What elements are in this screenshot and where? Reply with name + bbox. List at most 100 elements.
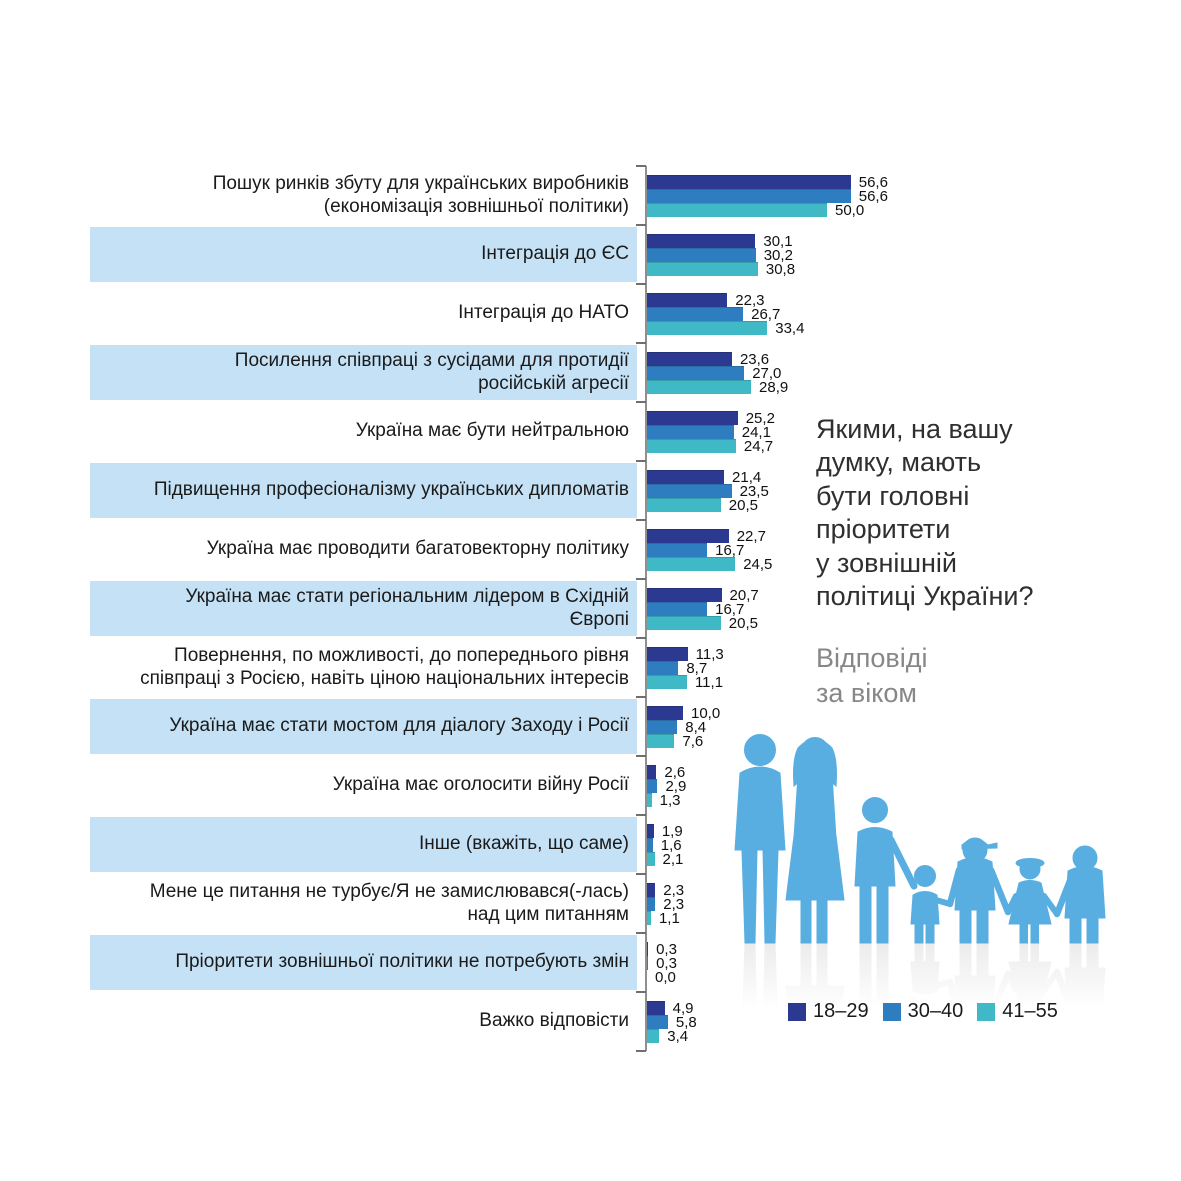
age-legend: 18–29 30–40 41–55 [788, 1000, 1072, 1023]
value-label: 1,6 [660, 836, 682, 854]
value-label: 22,7 [736, 527, 766, 545]
value-label: 56,6 [858, 173, 888, 191]
bar-group: 56,6 56,6 50,0 [647, 173, 888, 219]
bar-line: 26,7 [647, 305, 804, 323]
value-label: 22,3 [735, 291, 765, 309]
bar-30–40 [647, 307, 744, 321]
bar-line: 22,7 [647, 527, 772, 545]
bar-group: 10,0 8,4 7,6 [647, 705, 720, 750]
bar-line: 22,3 [647, 291, 804, 309]
category-label: Підвищення професіоналізму українських д… [153, 479, 629, 501]
axis-tick [636, 519, 646, 521]
bar-line: 30,1 [647, 232, 795, 250]
chart-row: Україна має проводити багатовекторну пол… [90, 520, 1100, 579]
bar-41–55 [647, 557, 736, 571]
bar-group: 11,3 8,7 11,1 [647, 646, 724, 691]
bar-group: 20,7 16,7 20,5 [647, 587, 759, 632]
value-label: 28,9 [759, 378, 789, 396]
value-label: 8,7 [686, 659, 708, 677]
bar-line: 24,1 [647, 424, 775, 441]
value-label: 33,4 [775, 319, 805, 337]
row-highlight-band [90, 935, 637, 990]
bar-41–55 [647, 911, 651, 925]
bar-18–29 [647, 352, 732, 366]
bar-30–40 [647, 484, 732, 498]
value-label: 25,2 [745, 409, 775, 427]
bar-30–40 [647, 779, 658, 793]
category-label: Інтеграція до ЄС [481, 243, 629, 265]
legend-item: 18–29 [788, 1000, 869, 1023]
row-highlight-band [90, 581, 637, 636]
category-label: Україна має бути нейтральною [355, 420, 629, 442]
bar-line: 24,5 [647, 556, 772, 573]
chart-row: Інтеграція до ЄС 30,1 30,2 30,8 [90, 225, 1100, 284]
bar-line: 23,6 [647, 350, 788, 368]
bar-line: 4,9 [647, 1000, 697, 1017]
bar-18–29 [647, 588, 722, 602]
category-label: Інтеграція до НАТО [458, 302, 629, 324]
bar-30–40 [647, 720, 678, 734]
bar-line: 24,7 [647, 437, 775, 455]
bar-line: 5,8 [647, 1014, 697, 1031]
legend-label: 41–55 [1002, 1000, 1058, 1022]
bar-group: 23,6 27,0 28,9 [647, 350, 789, 396]
bar-41–55 [647, 498, 721, 512]
axis-tick [636, 755, 646, 757]
bar-18–29 [647, 234, 756, 248]
axis-tick [636, 460, 646, 462]
bar-18–29 [647, 706, 683, 720]
bar-group: 2,6 2,9 1,3 [647, 764, 686, 809]
bar-line: 2,6 [647, 764, 686, 781]
bar-line: 0,3 [647, 941, 677, 958]
bar-30–40 [647, 897, 656, 911]
category-label: Україна має проводити багатовекторну пол… [206, 538, 629, 560]
category-label: Україна має стати регіональним лідером в… [185, 586, 629, 630]
bar-line: 10,0 [647, 705, 720, 722]
bar-group: 25,2 24,1 24,7 [647, 409, 775, 455]
category-label: Пріоритети зовнішньої політики не потреб… [175, 951, 629, 973]
bar-41–55 [647, 675, 687, 689]
bar-line: 0,0 [647, 968, 677, 986]
chart-row: Пошук ринків збуту для українських вироб… [90, 166, 1100, 225]
value-label: 0,0 [655, 968, 676, 986]
bar-41–55 [647, 380, 752, 394]
legend-swatch [882, 1002, 901, 1021]
axis-tick [636, 991, 646, 993]
value-label: 23,6 [739, 350, 770, 368]
bar-41–55 [647, 262, 758, 276]
value-label: 26,7 [751, 305, 781, 323]
value-label: 30,2 [763, 246, 793, 264]
category-label: Повернення, по можливості, до попередньо… [140, 645, 629, 689]
bar-line: 1,3 [647, 792, 686, 809]
bar-line: 16,7 [647, 601, 759, 618]
bar-line: 20,7 [647, 587, 759, 604]
bar-18–29 [647, 1001, 665, 1015]
bar-line: 20,5 [647, 615, 759, 632]
bar-18–29 [647, 765, 657, 779]
bar-18–29 [647, 470, 725, 484]
chart-row: Інше (вкажіть, що саме) 1,9 1,6 2,1 [90, 815, 1100, 874]
value-label: 30,1 [763, 232, 793, 250]
row-highlight-band [90, 463, 637, 518]
bar-30–40 [647, 602, 708, 616]
bar-30–40 [647, 248, 756, 262]
bar-line: 2,3 [647, 882, 684, 899]
value-label: 20,5 [728, 496, 758, 514]
bar-18–29 [647, 411, 738, 425]
chart-row: Пріоритети зовнішньої політики не потреб… [90, 933, 1100, 992]
value-label: 11,1 [694, 673, 724, 691]
axis-tick [636, 165, 646, 167]
chart-row: Важко відповісти 4,9 5,8 3,4 [90, 992, 1100, 1051]
value-label: 24,7 [743, 437, 774, 455]
row-highlight-band [90, 345, 637, 400]
chart-subtitle: Відповіді за віком [816, 643, 928, 709]
axis-tick [636, 873, 646, 875]
category-label: Пошук ринків збуту для українських вироб… [212, 173, 629, 217]
bar-line: 56,6 [647, 188, 888, 205]
bar-line: 23,5 [647, 483, 769, 500]
legend-label: 18–29 [813, 1000, 869, 1022]
chart-row: Підвищення професіоналізму українських д… [90, 461, 1100, 520]
legend-swatch [977, 1002, 996, 1021]
chart-row: Україна має бути нейтральною 25,2 24,1 24,7 [90, 402, 1100, 461]
value-label: 21,4 [732, 468, 762, 486]
